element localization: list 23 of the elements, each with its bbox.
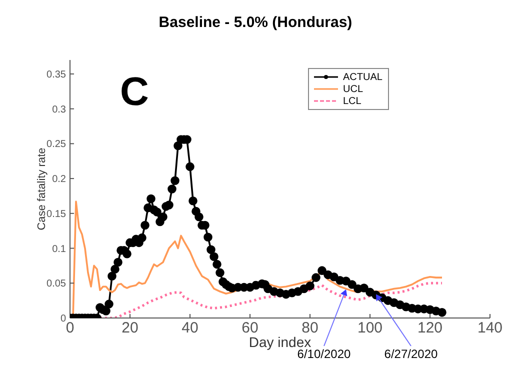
x-tick-label: 60 [242, 320, 258, 337]
x-axis-title: Day index [248, 334, 312, 350]
x-tick-label: 20 [122, 320, 138, 337]
y-tick-label: 0.1 [52, 244, 66, 255]
x-tick-label: 140 [477, 320, 503, 337]
annotation: 6/27/2020 [384, 347, 438, 361]
legend-label: UCL [343, 84, 364, 94]
y-tick-label: 0.2 [52, 174, 66, 186]
annotation: C [120, 70, 149, 115]
y-tick-label: 0.05 [46, 278, 66, 290]
x-tick-label: 100 [357, 320, 383, 337]
y-axis-title: Case fatality rate [36, 148, 48, 230]
y-tick-label: 0.25 [46, 139, 66, 150]
legend-label: ACTUAL [343, 72, 382, 82]
x-tick-label: 40 [182, 320, 198, 337]
y-tick-label: 0.35 [46, 69, 66, 80]
chart-title: Baseline - 5.0% (Honduras) [158, 14, 354, 31]
y-tick-label: 0.15 [46, 208, 66, 220]
x-tick-label: 80 [302, 320, 318, 337]
legend-label: LCL [343, 96, 362, 106]
annotation: 6/10/2020 [297, 347, 352, 361]
y-tick-label: 0.3 [52, 104, 66, 116]
x-tick-label: 120 [417, 320, 443, 337]
